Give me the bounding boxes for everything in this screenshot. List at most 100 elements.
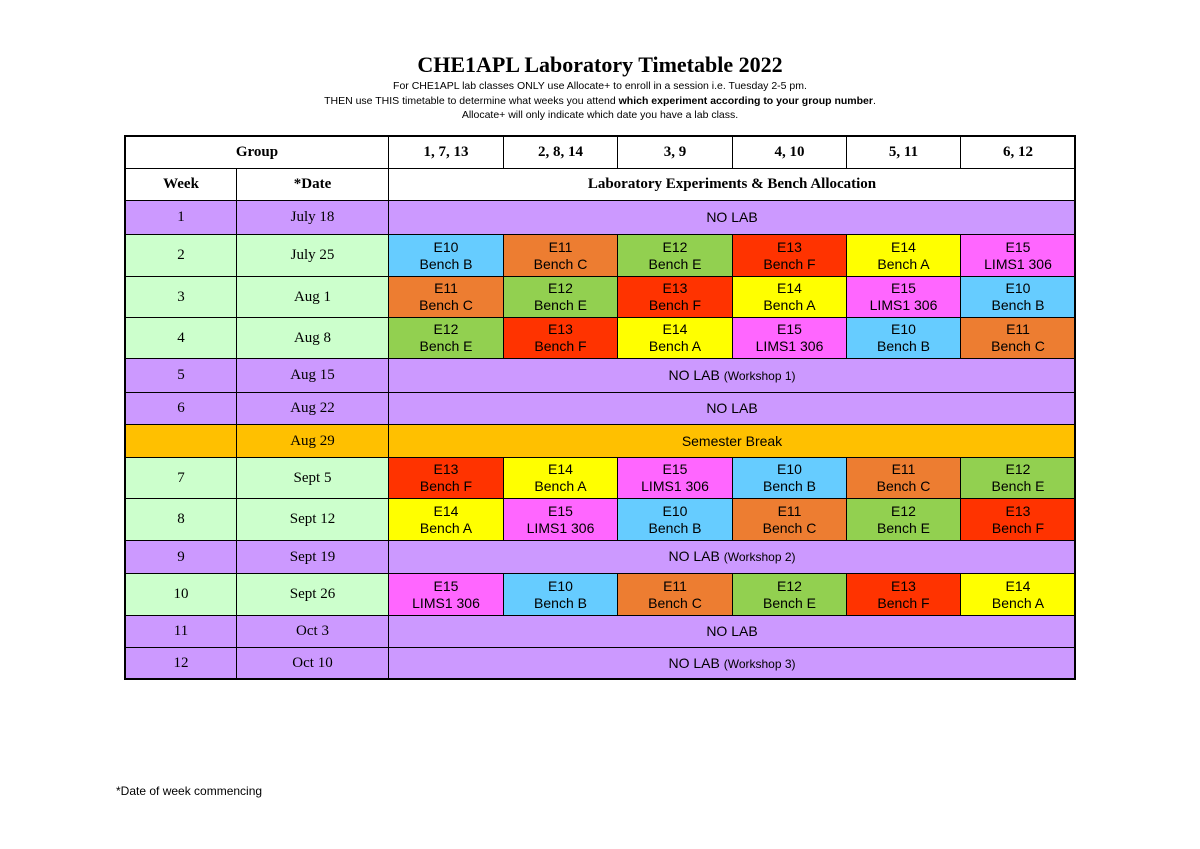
experiment-cell: E12 Bench E xyxy=(846,498,961,541)
bench: Bench C xyxy=(648,594,702,611)
week: 8 xyxy=(177,511,185,527)
bench: LIMS1 306 xyxy=(755,338,824,354)
experiment-cell: E11 Bench C xyxy=(846,457,961,499)
experiment: E11 xyxy=(663,577,687,594)
header-text: *Date xyxy=(293,176,332,192)
experiment-cell: E13 Bench F xyxy=(732,234,847,277)
workshop: (Workshop 2) xyxy=(723,550,796,564)
bench: Bench B xyxy=(877,338,930,354)
bench: Bench A xyxy=(534,478,587,494)
experiment-cell: E11 Bench C xyxy=(503,234,618,277)
bench: Bench C xyxy=(419,297,473,313)
date-cell: Aug 15 xyxy=(236,358,389,393)
date: Oct 3 xyxy=(296,623,329,639)
experiment-cell: E13 Bench F xyxy=(960,498,1076,541)
week-cell: 10 xyxy=(125,573,237,616)
header-text: Group xyxy=(235,144,279,160)
date: Sept 19 xyxy=(289,548,336,565)
group-header: 1, 7, 13 xyxy=(388,136,504,169)
bench: Bench A xyxy=(877,255,930,272)
experiment-cell: E15 LIMS1 306 xyxy=(388,573,504,616)
bench: LIMS1 306 xyxy=(869,297,938,313)
experiment-cell: E12 Bench E xyxy=(617,234,733,277)
experiment-cell: E12 Bench E xyxy=(388,317,504,359)
date: Sept 26 xyxy=(289,586,336,602)
week-cell: 1 xyxy=(125,200,237,235)
experiment: E12 xyxy=(777,577,802,594)
experiment: E10 xyxy=(777,461,802,477)
experiment: E11 xyxy=(1006,321,1030,337)
experiment: E10 xyxy=(1005,280,1031,296)
group-header: 5, 11 xyxy=(846,136,961,169)
bench: Bench B xyxy=(763,478,816,494)
group-label: 4, 10 xyxy=(774,144,805,160)
experiment-cell: E13 Bench F xyxy=(388,457,504,499)
week: 12 xyxy=(173,655,189,671)
week: 9 xyxy=(177,548,185,565)
header-cell: Week xyxy=(125,168,237,201)
title: CHE1APL Laboratory Timetable 2022 xyxy=(417,52,783,77)
week-cell: 12 xyxy=(125,647,237,680)
experiment: E11 xyxy=(548,238,573,255)
bench: Bench E xyxy=(534,297,587,313)
header-text: Week xyxy=(163,176,199,192)
bench: Bench A xyxy=(419,519,473,536)
bench: Bench F xyxy=(648,297,702,313)
experiment: E13 xyxy=(777,238,802,255)
date-cell: July 25 xyxy=(236,234,389,277)
no-lab-line: NO LAB (Workshop 1) xyxy=(668,367,795,385)
week: 1 xyxy=(177,209,185,225)
bench: Bench F xyxy=(534,338,587,354)
no-lab-cell: NO LAB (Workshop 2) xyxy=(388,540,1076,574)
experiment: E11 xyxy=(434,280,458,296)
week-cell: 9 xyxy=(125,540,237,574)
date-cell: Aug 22 xyxy=(236,392,389,425)
bench: Bench C xyxy=(876,478,931,494)
bench: Bench F xyxy=(877,594,930,611)
group-label: 5, 11 xyxy=(888,144,919,160)
group-label: 3, 9 xyxy=(663,144,687,160)
experiment: E14 xyxy=(891,238,916,255)
experiment: E13 xyxy=(662,280,688,296)
experiment-cell: E11 Bench C xyxy=(960,317,1076,359)
experiment-cell: E10 Bench B xyxy=(846,317,961,359)
experiment: E13 xyxy=(891,577,916,594)
date-cell: Aug 1 xyxy=(236,276,389,318)
group-label: 1, 7, 13 xyxy=(423,144,469,160)
experiment-cell: E10 Bench B xyxy=(388,234,504,277)
group-header: 4, 10 xyxy=(732,136,847,169)
experiment: E14 xyxy=(548,461,573,477)
experiment-cell: E10 Bench B xyxy=(960,276,1076,318)
bench: Bench E xyxy=(763,594,816,611)
experiment-cell: E14 Bench A xyxy=(388,498,504,541)
experiment-cell: E14 Bench A xyxy=(617,317,733,359)
experiment: E12 xyxy=(433,321,459,337)
no-lab: NO LAB xyxy=(668,654,720,671)
bench: Bench F xyxy=(419,478,473,494)
group-label: 2, 8, 14 xyxy=(538,144,583,160)
date: Aug 1 xyxy=(293,288,332,305)
workshop: (Workshop 3) xyxy=(723,656,796,671)
experiment: E13 xyxy=(1005,502,1031,519)
experiment: E15 xyxy=(1005,238,1031,255)
week-cell: 5 xyxy=(125,358,237,393)
experiment: E12 xyxy=(1005,461,1031,477)
experiment: E12 xyxy=(548,280,573,296)
week: 11 xyxy=(173,623,189,639)
header-cell: *Date xyxy=(236,168,389,201)
no-lab-line: NO LAB (Workshop 2) xyxy=(668,548,795,566)
week-cell: 6 xyxy=(125,392,237,425)
note-emphasis: which experiment according to your group… xyxy=(618,95,873,107)
no-lab-cell: NO LAB xyxy=(388,200,1076,235)
experiment-cell: E12 Bench E xyxy=(732,573,847,616)
no-lab-cell: NO LAB (Workshop 1) xyxy=(388,358,1076,393)
experiment: E15 xyxy=(662,461,688,477)
bench: LIMS1 306 xyxy=(984,255,1052,272)
bench: Bench F xyxy=(991,519,1045,536)
bench: LIMS1 306 xyxy=(412,594,480,611)
week: 7 xyxy=(177,469,185,486)
note: THEN use THIS timetable to determine wha… xyxy=(0,95,1200,107)
experiment: E15 xyxy=(891,280,916,296)
break-label: Semester Break xyxy=(681,432,783,449)
week-cell xyxy=(125,424,237,458)
